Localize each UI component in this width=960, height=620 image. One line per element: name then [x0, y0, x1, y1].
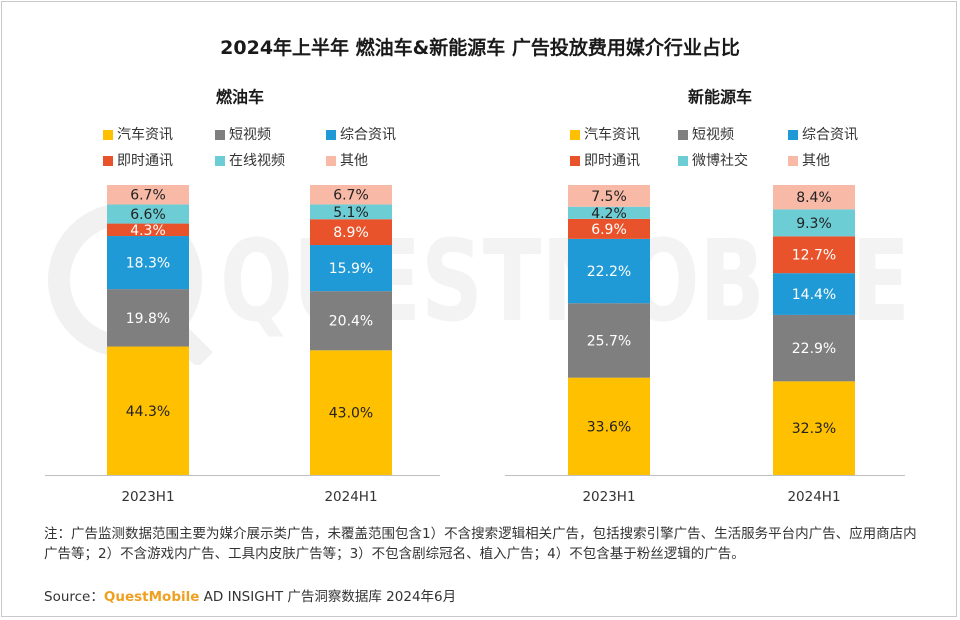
bar-segment — [310, 291, 392, 351]
legend-swatch — [678, 156, 688, 166]
x-tick-label: 2024H1 — [324, 489, 377, 505]
legend-swatch — [103, 156, 113, 166]
legend-label: 即时通讯 — [117, 153, 173, 169]
bar-segment — [107, 346, 189, 475]
data-label: 19.8% — [126, 311, 170, 327]
data-label: 15.9% — [329, 261, 373, 277]
legend-label: 即时通讯 — [584, 153, 640, 169]
bar-segment — [568, 206, 650, 219]
x-tick-label: 2023H1 — [121, 489, 174, 505]
legend-label: 综合资讯 — [340, 127, 396, 143]
bar-segment — [310, 350, 392, 475]
panel-title: 新能源车 — [688, 88, 752, 107]
data-label: 22.9% — [792, 341, 836, 357]
bar-segment — [773, 314, 855, 382]
data-label: 14.4% — [792, 287, 836, 303]
bar-segment — [568, 218, 650, 239]
bar-segment — [107, 223, 189, 237]
source-line: Source：QuestMobile AD INSIGHT 广告洞察数据库 20… — [44, 585, 456, 605]
data-label: 8.4% — [796, 190, 832, 206]
bar-segment — [568, 303, 650, 378]
legend-swatch — [103, 130, 113, 140]
legend-swatch — [215, 130, 225, 140]
bar-segment — [568, 238, 650, 304]
chart-title: 2024年上半年 燃油车&新能源车 广告投放费用媒介行业占比 — [220, 37, 740, 59]
data-label: 7.5% — [591, 189, 627, 205]
legend-swatch — [326, 130, 336, 140]
x-tick-label: 2023H1 — [582, 489, 635, 505]
bar-segment — [310, 204, 392, 220]
data-label: 8.9% — [333, 225, 369, 241]
legend-label: 短视频 — [229, 127, 271, 143]
data-label: 4.2% — [591, 206, 627, 222]
legend-swatch — [215, 156, 225, 166]
data-label: 18.3% — [126, 256, 170, 272]
data-label: 6.9% — [591, 222, 627, 238]
legend-label: 微博社交 — [692, 152, 748, 169]
legend-label: 综合资讯 — [802, 127, 858, 143]
legend-label: 在线视频 — [229, 153, 285, 169]
data-label: 6.7% — [130, 188, 166, 204]
legend-label: 汽车资讯 — [117, 126, 173, 143]
data-label: 4.3% — [130, 223, 166, 239]
source-text: AD INSIGHT 广告洞察数据库 2024年6月 — [199, 589, 457, 605]
bar-segment — [107, 185, 189, 205]
legend-swatch — [788, 130, 798, 140]
legend-swatch — [570, 130, 580, 140]
legend-swatch — [678, 130, 688, 140]
data-label: 12.7% — [792, 248, 836, 264]
bar-segment — [568, 185, 650, 207]
bar-segment — [773, 209, 855, 237]
panel-title: 燃油车 — [216, 88, 264, 107]
source-brand: QuestMobile — [103, 589, 200, 605]
data-label: 6.7% — [333, 188, 369, 204]
bar-segment — [773, 381, 855, 475]
legend-label: 其他 — [340, 153, 368, 169]
data-label: 25.7% — [587, 333, 631, 349]
bar-segment — [773, 185, 855, 210]
legend-swatch — [326, 156, 336, 166]
bar-segment — [310, 245, 392, 292]
x-tick-label: 2024H1 — [787, 489, 840, 505]
data-label: 33.6% — [587, 419, 631, 435]
source-label: Source： — [44, 589, 104, 605]
bar-segment — [568, 377, 650, 475]
bar-segment — [773, 273, 855, 315]
legend-label: 其他 — [802, 153, 830, 169]
bar-segment — [107, 289, 189, 347]
legend-label: 汽车资讯 — [584, 126, 640, 143]
legend-swatch — [788, 156, 798, 166]
bar-segment — [310, 185, 392, 205]
legend-label: 短视频 — [692, 127, 734, 143]
bar-segment — [773, 236, 855, 274]
legend-swatch — [570, 156, 580, 166]
footnote: 注：广告监测数据范围主要为媒介展示类广告，未覆盖范围包含1）不含搜索逻辑相关广告… — [44, 526, 917, 562]
data-label: 43.0% — [329, 406, 373, 422]
data-label: 22.2% — [587, 264, 631, 280]
data-label: 32.3% — [792, 421, 836, 437]
data-label: 20.4% — [329, 314, 373, 330]
bar-segment — [107, 204, 189, 224]
data-label: 6.6% — [130, 207, 166, 223]
data-label: 9.3% — [796, 216, 832, 232]
data-label: 5.1% — [333, 205, 369, 221]
bar-segment — [107, 236, 189, 290]
bar-segment — [310, 219, 392, 246]
data-label: 44.3% — [126, 404, 170, 420]
